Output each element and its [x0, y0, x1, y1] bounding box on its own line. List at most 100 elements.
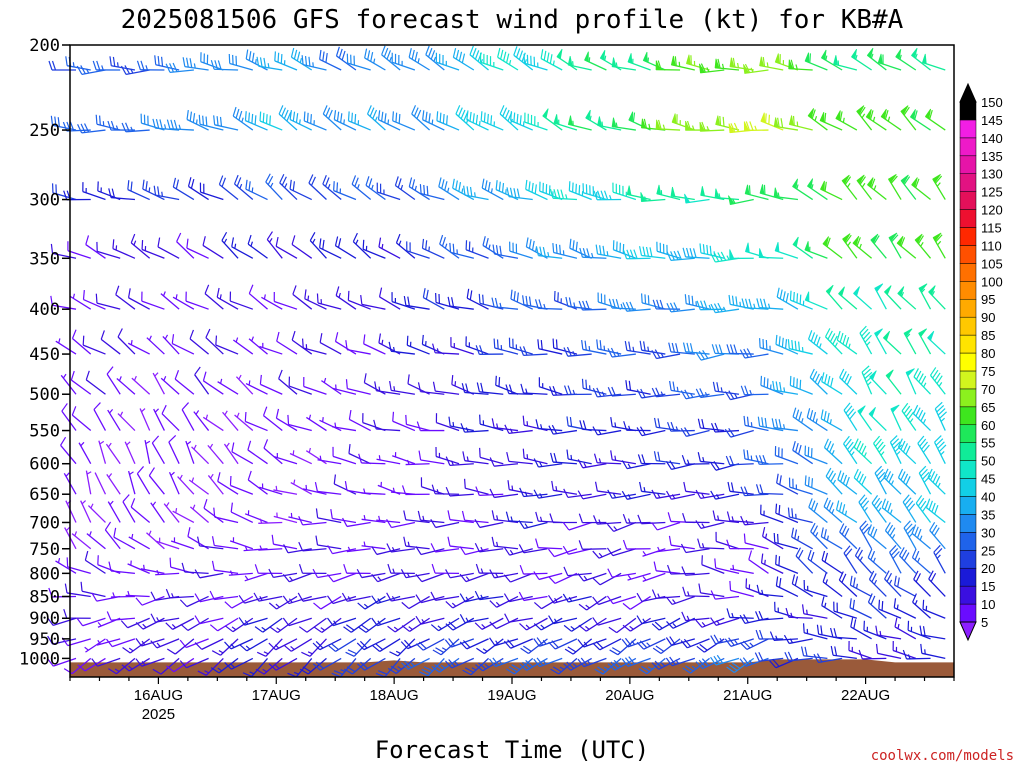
- wind-barb: [933, 544, 946, 574]
- wind-barb: [884, 285, 902, 310]
- wind-barb: [641, 118, 666, 131]
- wind-barb: [259, 111, 283, 131]
- wind-barb: [233, 174, 254, 201]
- wind-barb: [499, 105, 519, 131]
- wind-barb: [116, 376, 136, 395]
- wind-barb: [298, 541, 327, 552]
- wind-barb: [326, 595, 357, 605]
- x-axis-label: Forecast Time (UTC): [375, 736, 650, 764]
- wind-barb: [714, 58, 740, 71]
- wind-barb: [636, 615, 666, 625]
- wind-barb: [759, 184, 784, 201]
- wind-barb: [503, 638, 533, 649]
- wind-barb: [361, 515, 386, 524]
- wind-barb: [548, 548, 578, 558]
- colorbar-label: 130: [981, 167, 1003, 182]
- credit-link[interactable]: coolwx.com/models: [871, 748, 1014, 764]
- wind-barb: [843, 402, 858, 431]
- wind-barb: [665, 656, 695, 667]
- wind-barb: [897, 468, 917, 495]
- x-tick-label: 20AUG: [605, 687, 654, 704]
- wind-barb: [806, 408, 828, 432]
- wind-barb: [273, 485, 298, 495]
- y-tick-label: 450: [29, 345, 60, 365]
- colorbar-swatch: [959, 155, 977, 174]
- wind-barb: [479, 414, 504, 432]
- wind-barb: [189, 504, 210, 523]
- wind-barb: [627, 572, 651, 581]
- wind-barb: [166, 119, 194, 131]
- wind-barb: [117, 328, 136, 355]
- wind-barb: [256, 56, 283, 71]
- wind-barb: [205, 328, 224, 355]
- wind-barb: [607, 521, 637, 533]
- wind-barb: [239, 638, 268, 652]
- wind-barb: [356, 568, 386, 579]
- wind-barb: [802, 623, 828, 640]
- wind-barb: [533, 595, 563, 610]
- wind-barb: [333, 181, 357, 201]
- wind-barb: [877, 53, 902, 71]
- wind-barb: [348, 444, 371, 465]
- x-tick-label: 19AUG: [487, 687, 536, 704]
- wind-barb: [374, 381, 401, 395]
- wind-barb: [372, 638, 401, 653]
- wind-barb: [466, 288, 489, 310]
- wind-barb: [729, 249, 754, 260]
- wind-barb: [489, 637, 519, 647]
- wind-barb: [341, 592, 371, 602]
- wind-barb: [739, 348, 769, 359]
- wind-barb: [759, 56, 784, 71]
- wind-barb: [394, 176, 416, 201]
- wind-barb: [792, 178, 814, 201]
- wind-barb: [392, 411, 416, 432]
- wind-barb: [900, 174, 917, 200]
- wind-barb: [489, 617, 519, 630]
- wind-barb: [566, 416, 592, 432]
- wind-barb: [156, 537, 180, 550]
- wind-barb: [401, 595, 430, 610]
- wind-barb: [899, 547, 917, 574]
- wind-barb: [489, 657, 519, 668]
- wind-barb: [179, 657, 209, 669]
- wind-barb: [61, 403, 77, 431]
- wind-barb: [415, 638, 445, 651]
- wind-barb: [808, 498, 828, 523]
- wind-barb: [259, 483, 283, 495]
- wind-barb: [577, 657, 607, 668]
- wind-barb: [695, 388, 725, 399]
- wind-barb: [358, 453, 386, 465]
- wind-barb: [459, 638, 489, 650]
- wind-barb: [298, 564, 327, 575]
- wind-barb: [462, 451, 489, 465]
- wind-barb: [127, 560, 150, 574]
- wind-barb: [522, 415, 548, 432]
- wind-barb: [459, 572, 489, 583]
- y-tick-label: 950: [29, 630, 60, 650]
- wind-barb: [807, 549, 828, 574]
- wind-barb: [567, 55, 592, 71]
- wind-barb: [194, 569, 224, 579]
- wind-barb: [308, 174, 327, 201]
- wind-barb: [682, 586, 710, 598]
- wind-barb: [755, 610, 784, 621]
- wind-barb: [624, 340, 651, 355]
- wind-barb: [84, 550, 106, 574]
- wind-barb: [849, 598, 872, 619]
- wind-barb: [259, 374, 283, 395]
- wind-barb: [895, 48, 917, 71]
- wind-barb: [695, 617, 725, 628]
- wind-barb: [127, 180, 150, 201]
- wind-barb: [85, 235, 106, 259]
- wind-barbs: [47, 45, 947, 678]
- wind-barb: [698, 63, 725, 74]
- wind-barb: [357, 595, 386, 610]
- wind-barb: [291, 235, 313, 259]
- wind-barb: [449, 242, 474, 259]
- wind-barb: [918, 465, 932, 495]
- wind-barb: [460, 423, 489, 433]
- wind-barb: [592, 548, 622, 559]
- y-tick-label: 800: [29, 564, 60, 584]
- wind-barb: [578, 595, 607, 611]
- wind-barb: [292, 285, 313, 310]
